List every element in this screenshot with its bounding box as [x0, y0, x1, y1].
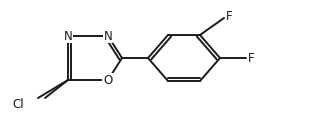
Text: O: O	[103, 74, 113, 87]
Text: F: F	[248, 51, 255, 64]
Text: F: F	[226, 10, 233, 22]
Text: Cl: Cl	[12, 97, 24, 110]
Text: N: N	[104, 30, 112, 43]
Text: N: N	[64, 30, 72, 43]
